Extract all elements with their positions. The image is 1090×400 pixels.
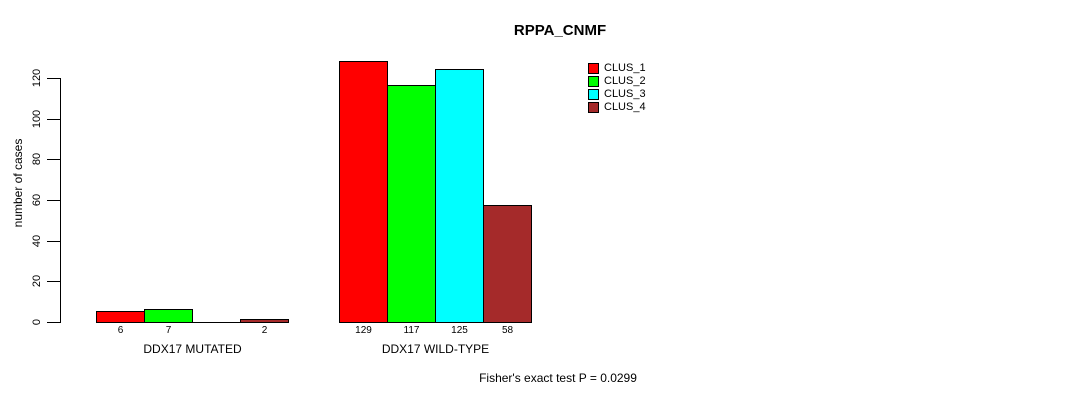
y-axis-line — [60, 78, 61, 323]
y-axis-tick — [47, 241, 60, 242]
y-axis-tick — [47, 159, 60, 160]
chart-title: RPPA_CNMF — [513, 22, 607, 39]
y-axis-tick — [47, 200, 60, 201]
y-axis-tick — [47, 281, 60, 282]
bar-clus_2 — [144, 309, 193, 323]
bar-value-label: 129 — [355, 325, 372, 336]
y-axis-tick-label: 60 — [31, 193, 43, 207]
legend-label: CLUS_1 — [604, 62, 646, 74]
y-axis-tick-label: 100 — [31, 109, 43, 129]
y-axis-tick-label: 0 — [31, 318, 43, 326]
y-axis-tick — [47, 322, 60, 323]
bar-clus_3-zero — [192, 322, 241, 323]
y-axis-tick — [47, 119, 60, 120]
legend-label: CLUS_3 — [604, 88, 646, 100]
y-axis-tick-label: 120 — [31, 68, 43, 88]
bar-value-label: 2 — [261, 325, 268, 336]
legend-swatch — [588, 89, 599, 100]
bar-value-label: 7 — [165, 325, 172, 336]
group-label: DDX17 MUTATED — [143, 342, 242, 356]
fisher-test-annotation: Fisher's exact test P = 0.0299 — [479, 371, 637, 385]
bar-value-label: 117 — [403, 325, 420, 336]
bar-clus_1 — [339, 61, 388, 323]
bar-clus_3 — [435, 69, 484, 323]
bar-clus_4 — [240, 319, 289, 323]
bar-clus_4 — [483, 205, 532, 323]
y-axis-tick-label: 80 — [31, 152, 43, 166]
y-axis-title: number of cases — [11, 138, 25, 228]
bar-value-label: 125 — [451, 325, 468, 336]
legend-label: CLUS_4 — [604, 101, 646, 113]
group-label: DDX17 WILD-TYPE — [381, 342, 490, 356]
legend-swatch — [588, 102, 599, 113]
y-axis-tick-label: 20 — [31, 274, 43, 288]
y-axis-tick — [47, 78, 60, 79]
legend-swatch — [588, 63, 599, 74]
bar-clus_2 — [387, 85, 436, 323]
legend-swatch — [588, 76, 599, 87]
legend-label: CLUS_2 — [604, 75, 646, 87]
bar-clus_1 — [96, 311, 145, 323]
y-axis-tick-label: 40 — [31, 234, 43, 248]
bar-value-label: 6 — [117, 325, 124, 336]
bar-value-label: 58 — [501, 325, 514, 336]
